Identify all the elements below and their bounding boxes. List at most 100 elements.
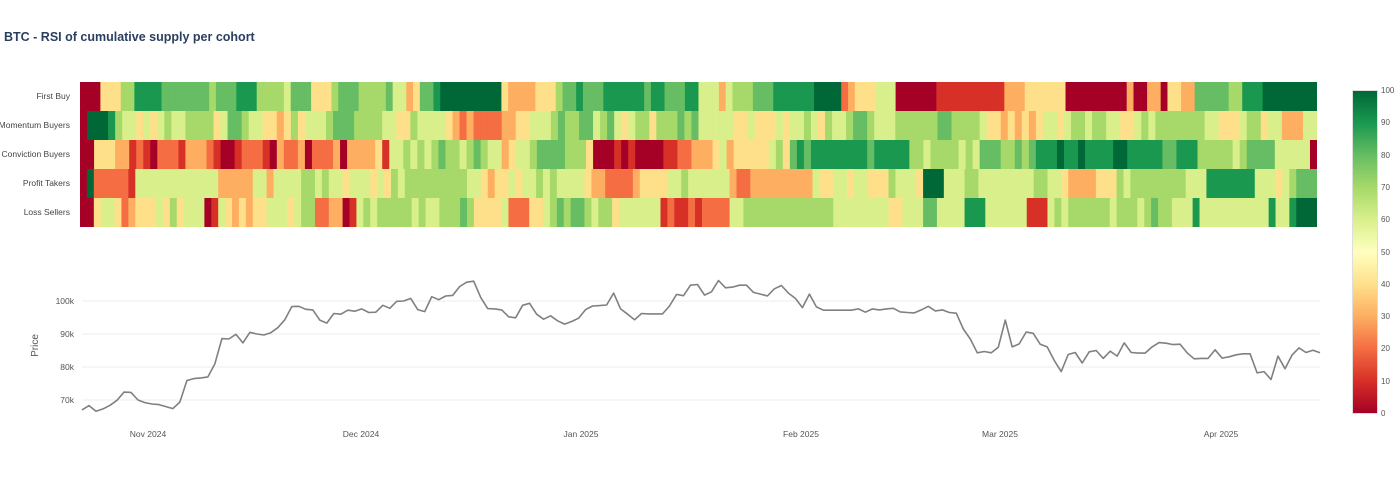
heatmap-cell bbox=[349, 169, 358, 199]
heatmap-cell bbox=[232, 198, 240, 227]
heatmap-cell bbox=[379, 82, 387, 112]
heatmap-cell bbox=[820, 82, 829, 112]
heatmap-cell bbox=[1026, 198, 1035, 227]
heatmap-cell bbox=[447, 82, 455, 112]
heatmap-cell bbox=[564, 111, 573, 141]
heatmap-cell bbox=[1269, 82, 1277, 112]
heatmap-cell bbox=[238, 169, 247, 199]
heatmap-cell bbox=[1072, 82, 1080, 112]
heatmap-cell bbox=[243, 82, 251, 112]
heatmap-cell bbox=[80, 111, 88, 141]
heatmap-cell bbox=[234, 111, 243, 141]
heatmap-cell bbox=[1211, 111, 1220, 141]
heatmap-cell bbox=[847, 169, 855, 199]
heatmap-cell bbox=[473, 140, 482, 170]
heatmap-cell bbox=[644, 82, 652, 112]
heatmap-cell bbox=[199, 111, 208, 141]
heatmap-cell bbox=[241, 140, 250, 170]
heatmap-cell bbox=[183, 198, 192, 227]
price-line[interactable] bbox=[81, 279, 1321, 412]
heatmap-cell bbox=[992, 169, 1000, 199]
heatmap-cell bbox=[978, 198, 986, 227]
heatmap-cell bbox=[663, 111, 671, 141]
heatmap-cell bbox=[577, 198, 586, 227]
heatmap-cell bbox=[1221, 82, 1230, 112]
heatmap-cell bbox=[122, 140, 130, 170]
heatmap-cell bbox=[431, 111, 440, 141]
heatmap-cell bbox=[840, 198, 848, 227]
heatmap-cell bbox=[556, 198, 565, 227]
heatmap-cell bbox=[252, 169, 261, 199]
heatmap-cell bbox=[985, 198, 993, 227]
heatmap-cell bbox=[1171, 198, 1180, 227]
heatmap-cell bbox=[950, 198, 959, 227]
heatmap-cell bbox=[1085, 140, 1093, 170]
heatmap-cell bbox=[290, 82, 299, 112]
heatmap-cell bbox=[671, 82, 679, 112]
heatmap-cell bbox=[1006, 169, 1014, 199]
heatmap-cell bbox=[752, 82, 761, 112]
heatmap-cell bbox=[986, 140, 995, 170]
heatmap-cell bbox=[764, 198, 772, 227]
heatmap-cell bbox=[1123, 198, 1132, 227]
heatmap-cell bbox=[431, 140, 440, 170]
heatmap-cell bbox=[1141, 111, 1149, 141]
heatmap-cell bbox=[570, 169, 579, 199]
heatmap-cell bbox=[211, 169, 219, 199]
heatmap-cell bbox=[944, 140, 953, 170]
heatmap-cell bbox=[909, 111, 917, 141]
heatmap-cell bbox=[399, 82, 407, 112]
colorbar-tick: 60 bbox=[1381, 215, 1390, 224]
heatmap-cell bbox=[867, 111, 875, 141]
heatmap-cell bbox=[1035, 140, 1044, 170]
heatmap-cell bbox=[1134, 111, 1142, 141]
heatmap-cell bbox=[543, 198, 551, 227]
heatmap-cell bbox=[345, 82, 353, 112]
heatmap-cell bbox=[1206, 169, 1214, 199]
heatmap-cell bbox=[501, 198, 510, 227]
heatmap-cell bbox=[807, 82, 815, 112]
heatmap-cell bbox=[766, 82, 774, 112]
heatmap-cell bbox=[273, 169, 282, 199]
heatmap-cell bbox=[283, 111, 292, 141]
heatmap-cell bbox=[874, 111, 882, 141]
y-tick-label: 70k bbox=[60, 395, 74, 405]
heatmap-cell bbox=[1155, 140, 1163, 170]
price-line-chart[interactable]: 70k 80k 90k 100k Nov 2024 Dec 2024 Jan 2025 Feb… bbox=[0, 240, 1400, 488]
heatmap-cell bbox=[1102, 198, 1111, 227]
heatmap-cell bbox=[739, 82, 747, 112]
heatmap-cell bbox=[701, 169, 710, 199]
heatmap-cell bbox=[1185, 198, 1194, 227]
heatmap-cell bbox=[722, 198, 731, 227]
heatmap-cell bbox=[1267, 140, 1276, 170]
heatmap-cell bbox=[754, 111, 763, 141]
heatmap-cell bbox=[1275, 169, 1284, 199]
heatmap-cell bbox=[972, 111, 981, 141]
heatmap-cell bbox=[992, 198, 1000, 227]
heatmap-cell bbox=[335, 198, 344, 227]
heatmap-cell bbox=[1208, 82, 1216, 112]
heatmap-cell bbox=[649, 140, 657, 170]
heatmap-cell bbox=[839, 140, 847, 170]
heatmap-cell bbox=[1075, 198, 1083, 227]
heatmap-cell bbox=[1192, 169, 1201, 199]
heatmap-cell bbox=[142, 198, 150, 227]
heatmap-cell bbox=[670, 111, 679, 141]
heatmap-cell bbox=[1289, 169, 1297, 199]
heatmap-cell bbox=[1127, 140, 1135, 170]
heatmap-cell bbox=[195, 82, 203, 112]
heatmap-cell bbox=[1228, 82, 1237, 112]
heatmap-cell bbox=[218, 198, 226, 227]
heatmap-cell bbox=[1289, 82, 1298, 112]
heatmap-cell bbox=[1288, 140, 1297, 170]
rsi-heatmap[interactable] bbox=[80, 82, 1317, 227]
heatmap-cell bbox=[812, 198, 821, 227]
heatmap-cell bbox=[1246, 140, 1255, 170]
heatmap-cell bbox=[800, 82, 808, 112]
heatmap-cell bbox=[867, 140, 875, 170]
heatmap-cell bbox=[628, 111, 636, 141]
heatmap-cell bbox=[480, 140, 489, 170]
heatmap-cell bbox=[923, 140, 932, 170]
heatmap-cell bbox=[1078, 111, 1086, 141]
heatmap-cell bbox=[411, 198, 420, 227]
